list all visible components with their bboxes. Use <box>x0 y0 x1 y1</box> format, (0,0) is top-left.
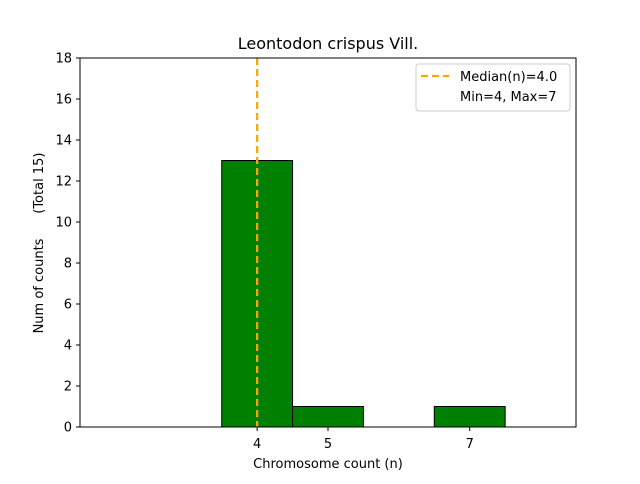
bar-n-5 <box>292 406 364 428</box>
y-tick-label-6: 6 <box>64 298 72 313</box>
chart-title: Leontodon crispus Vill. <box>238 34 419 53</box>
legend: Median(n)=4.0 Min=4, Max=7 <box>415 63 571 112</box>
x-tick-label-5: 5 <box>324 437 332 452</box>
y-tick-label-2: 2 <box>64 380 72 395</box>
y-axis-label: Num of counts (Total 15) <box>32 153 47 334</box>
y-tick-label-8: 8 <box>64 257 72 272</box>
x-axis-ticks: 4 5 7 <box>253 427 474 452</box>
y-tick-label-18: 18 <box>55 52 72 67</box>
x-axis-label: Chromosome count (n) <box>253 457 403 472</box>
y-tick-label-12: 12 <box>55 175 72 190</box>
y-tick-label-16: 16 <box>55 93 72 108</box>
legend-entry-minmax: Min=4, Max=7 <box>460 90 557 105</box>
y-tick-label-10: 10 <box>55 216 72 231</box>
legend-box <box>415 63 571 112</box>
y-tick-label-0: 0 <box>64 421 72 436</box>
legend-entry-median: Median(n)=4.0 <box>460 70 557 85</box>
x-tick-label-7: 7 <box>466 437 474 452</box>
y-tick-label-4: 4 <box>64 339 72 354</box>
x-tick-label-4: 4 <box>253 437 261 452</box>
bar-n-7 <box>433 406 506 428</box>
y-tick-label-14: 14 <box>55 134 72 149</box>
y-axis-ticks: 0 2 4 6 8 10 12 14 16 18 <box>55 52 80 436</box>
